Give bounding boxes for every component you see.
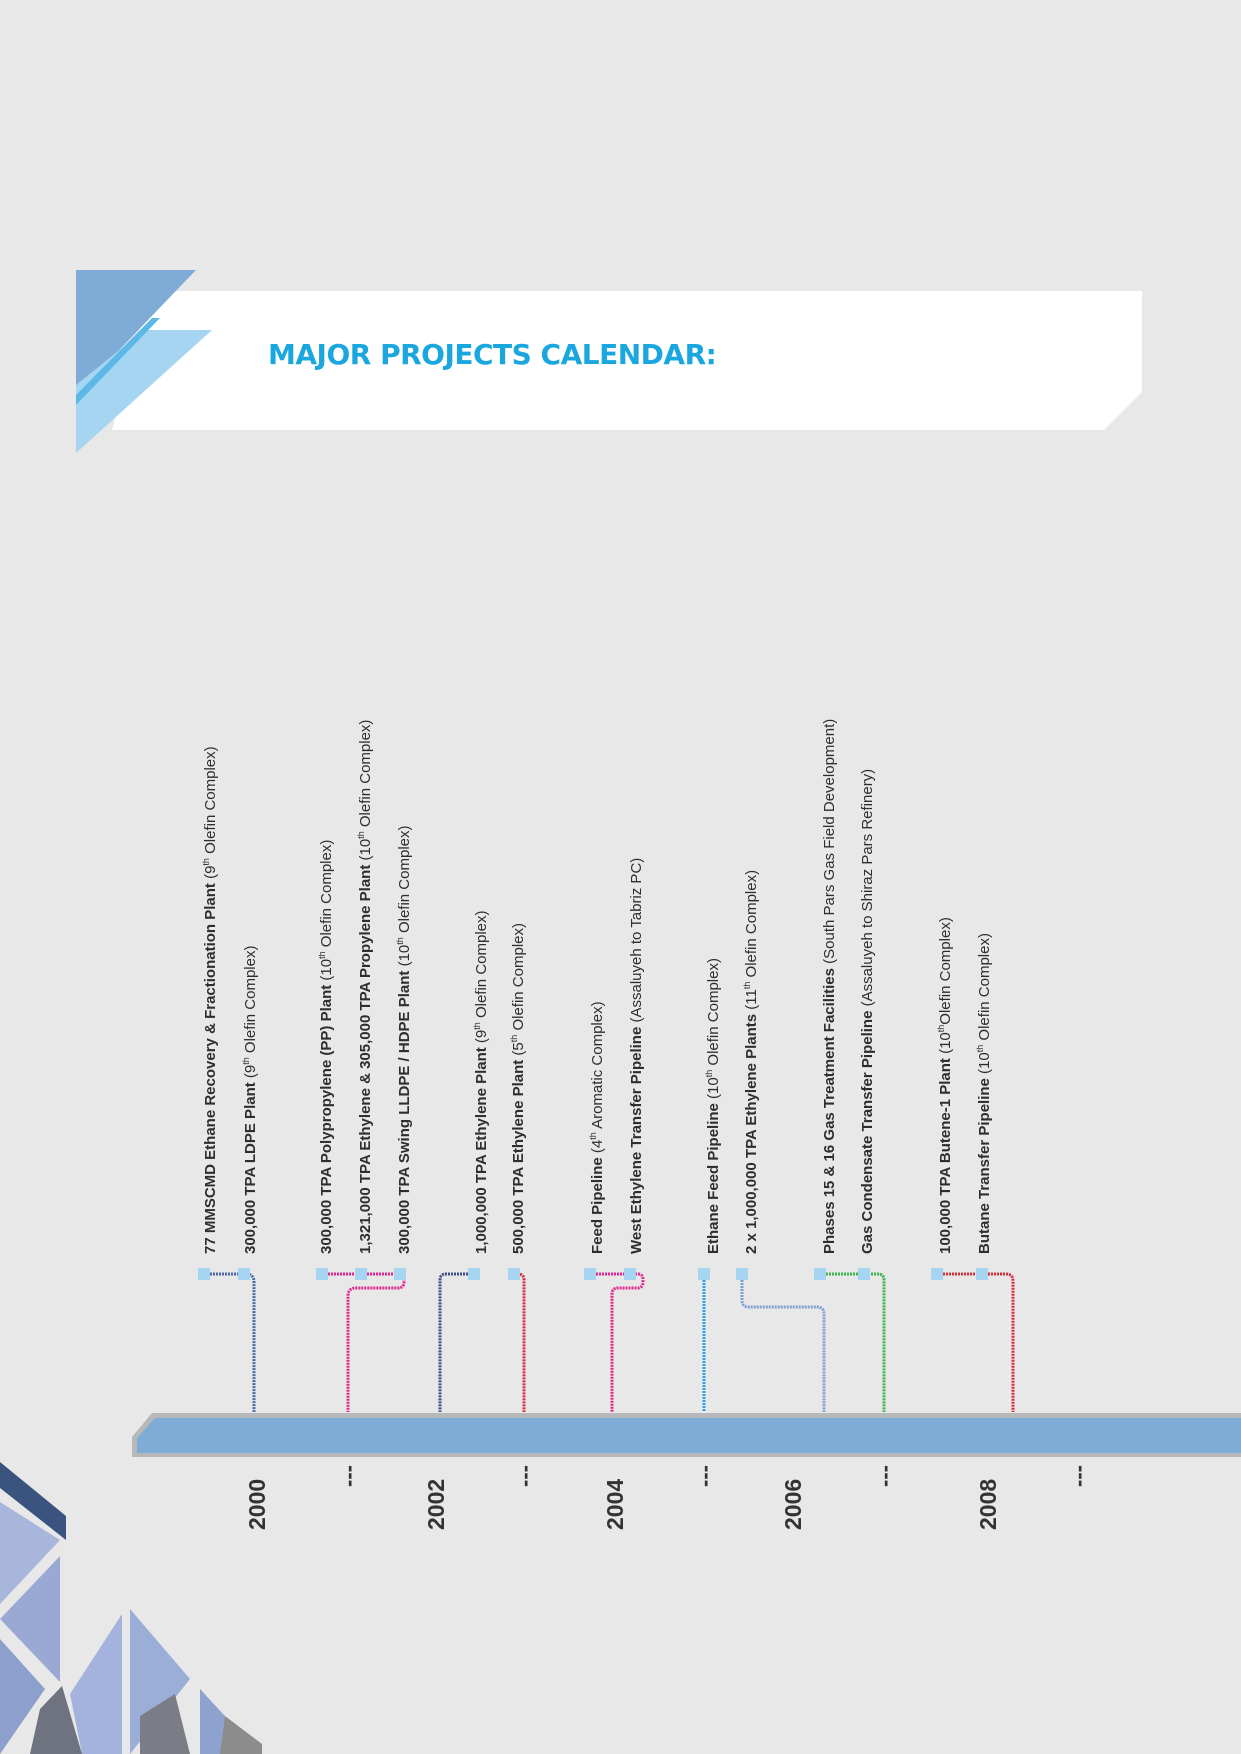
project-label: 100,000 TPA Butene-1 Plant (10thOlefin C…	[936, 917, 954, 1254]
project-label: 2 x 1,000,000 TPA Ethylene Plants (11th …	[742, 869, 760, 1254]
project-label: Phases 15 & 16 Gas Treatment Facilities …	[821, 718, 838, 1254]
project-marker	[736, 1268, 748, 1280]
project-marker	[584, 1268, 596, 1280]
year-separator: ---	[1066, 1465, 1091, 1487]
connector-line	[514, 1272, 526, 1412]
project-label: 1,321,000 TPA Ethylene & 305,000 TPA Pro…	[356, 719, 374, 1254]
year-label: 2004	[602, 1478, 628, 1530]
connector-line	[740, 1274, 826, 1412]
project-label: 1,000,000 TPA Ethylene Plant (9th Olefin…	[472, 910, 490, 1255]
connector-line	[820, 1272, 886, 1412]
year-separator: ---	[512, 1465, 537, 1487]
page-title: MAJOR PROJECTS CALENDAR:	[268, 338, 717, 371]
project-label: Ethane Feed Pipeline (10th Olefin Comple…	[704, 958, 722, 1254]
project-marker	[355, 1268, 367, 1280]
banner-panel	[112, 291, 1142, 430]
project-label: Butane Transfer Pipeline (10th Olefin Co…	[975, 933, 993, 1254]
project-marker	[858, 1268, 870, 1280]
year-label: 2002	[423, 1478, 449, 1530]
project-label: Gas Condensate Transfer Pipeline (Assalu…	[859, 768, 876, 1254]
connector-line	[322, 1272, 406, 1412]
project-marker	[814, 1268, 826, 1280]
project-label: Feed Pipeline (4th Aromatic Complex)	[588, 1001, 606, 1254]
project-marker	[931, 1268, 943, 1280]
year-label: 2008	[975, 1478, 1001, 1530]
project-marker	[698, 1268, 710, 1280]
project-marker	[508, 1268, 520, 1280]
project-marker	[976, 1268, 988, 1280]
year-separator: ---	[336, 1465, 361, 1487]
connector-line	[937, 1272, 1015, 1412]
year-separator: ---	[872, 1465, 897, 1487]
project-label: West Ethylene Transfer Pipeline (Assaluy…	[628, 857, 645, 1254]
project-marker	[238, 1268, 250, 1280]
project-label: 300,000 TPA LDPE Plant (9th Olefin Compl…	[241, 945, 259, 1254]
decorative-triangles	[0, 1462, 262, 1754]
title-banner	[76, 270, 1142, 453]
project-label: 300,000 TPA Polypropylene (PP) Plant (10…	[317, 839, 335, 1254]
project-label: 300,000 TPA Swing LLDPE / HDPE Plant (10…	[395, 825, 413, 1254]
connector-line	[204, 1272, 256, 1412]
project-label: 77 MMSCMD Ethane Recovery & Fractionatio…	[201, 746, 219, 1254]
year-label: 2006	[780, 1478, 806, 1530]
project-marker	[316, 1268, 328, 1280]
timeline-bar	[132, 1413, 1241, 1457]
banner-stripe	[76, 318, 160, 405]
project-marker	[624, 1268, 636, 1280]
project-label: 500,000 TPA Ethylene Plant (5th Olefin C…	[509, 923, 527, 1254]
connector-line	[438, 1272, 474, 1412]
project-marker	[468, 1268, 480, 1280]
connector-line	[590, 1272, 645, 1412]
project-marker	[394, 1268, 406, 1280]
year-separator: ---	[692, 1465, 717, 1487]
project-marker	[198, 1268, 210, 1280]
